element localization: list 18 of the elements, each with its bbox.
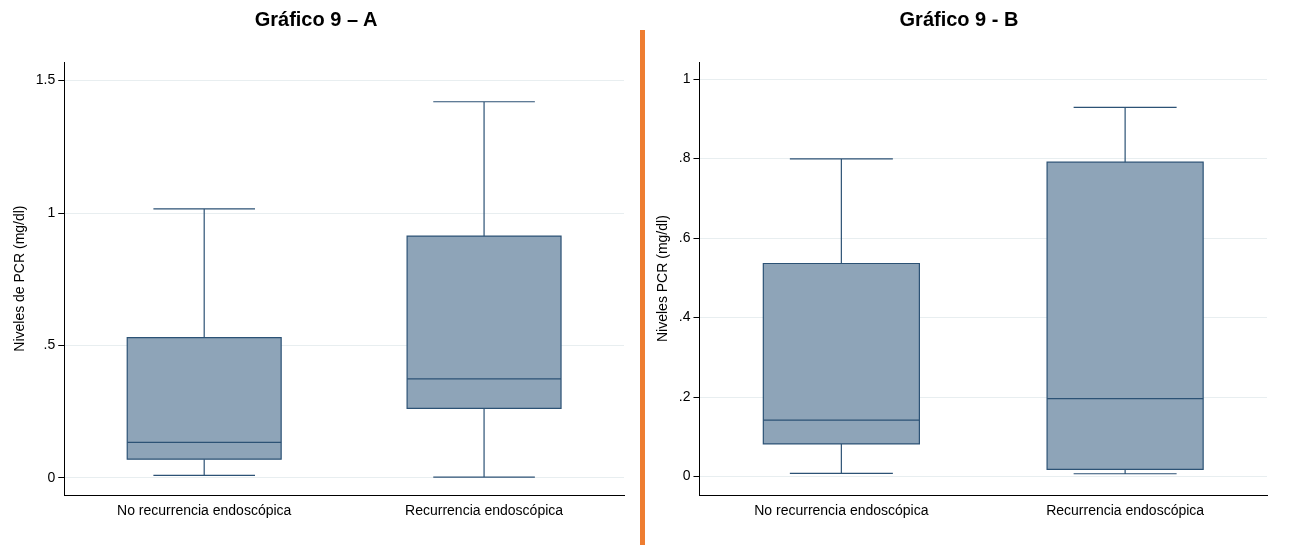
- x-tick-label: Recurrencia endoscópica: [405, 502, 564, 519]
- y-axis-title: Niveles PCR (mg/dl): [654, 215, 671, 343]
- y-tick-label: .4: [678, 308, 691, 325]
- x-tick-label: Recurrencia endoscópica: [1046, 502, 1205, 519]
- y-tick-label: 0: [682, 467, 691, 484]
- y-tick-label: 1.5: [35, 71, 56, 88]
- y-axis-title: Niveles de PCR (mg/dl): [11, 205, 28, 352]
- y-tick-label: .2: [678, 387, 691, 404]
- y-tick-label: .8: [678, 149, 691, 166]
- y-tick-label: 1: [47, 203, 56, 220]
- y-tick-label: 1: [682, 69, 691, 86]
- y-tick-label: 0: [47, 468, 56, 485]
- chart-title: Gráfico 9 - B: [899, 7, 1019, 30]
- x-tick-label: No recurrencia endoscópica: [117, 502, 292, 519]
- chart-title: Gráfico 9 – A: [254, 7, 378, 30]
- y-tick-label: .5: [43, 336, 56, 353]
- x-tick-label: No recurrencia endoscópica: [754, 502, 929, 519]
- y-tick-label: .6: [678, 228, 691, 245]
